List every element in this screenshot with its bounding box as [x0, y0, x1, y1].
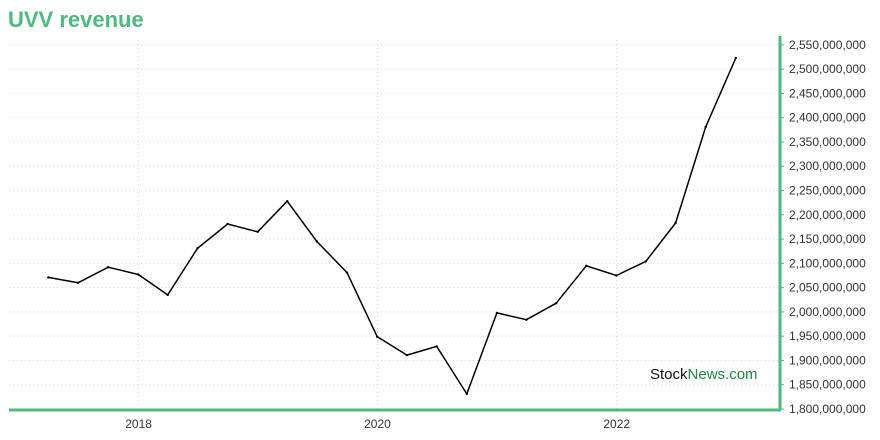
data-point — [315, 240, 319, 243]
y-tick-label: 2,250,000,000 — [789, 184, 866, 198]
y-tick-labels: 1,800,000,000 1,850,000,000 1,900,000,000 1… — [780, 38, 866, 416]
data-point — [286, 200, 289, 203]
data-point — [674, 221, 677, 225]
data-point — [734, 56, 737, 60]
data-point — [226, 222, 229, 226]
data-point — [644, 260, 647, 263]
series-line — [48, 57, 737, 395]
y-tick-label: 2,400,000,000 — [789, 111, 866, 125]
y-tick-label: 2,100,000,000 — [789, 256, 866, 270]
chart-title: UVV revenue — [8, 7, 144, 32]
data-point — [435, 345, 438, 348]
y-tick-label: 1,900,000,000 — [789, 353, 866, 367]
data-point — [107, 266, 110, 269]
data-point — [196, 247, 199, 250]
data-point — [525, 318, 528, 321]
y-tick-label: 2,000,000,000 — [789, 305, 866, 319]
data-point — [376, 335, 379, 338]
data-point — [555, 302, 558, 305]
watermark-stock: Stock — [650, 366, 688, 383]
data-point — [495, 311, 499, 315]
data-point — [615, 274, 618, 277]
x-tick-label: 2020 — [364, 417, 391, 431]
data-point — [704, 125, 707, 129]
data-point — [76, 281, 80, 284]
watermark-dotcom: .com — [725, 366, 758, 383]
y-tick-label: 2,150,000,000 — [789, 232, 866, 246]
series-group — [47, 56, 737, 396]
data-point — [256, 230, 259, 233]
data-point — [166, 293, 169, 297]
watermark-news: News — [688, 366, 726, 383]
data-point — [47, 276, 50, 279]
axes — [9, 36, 782, 412]
watermark: StockNews.com — [650, 366, 758, 383]
x-tick-label: 2022 — [603, 417, 630, 431]
y-tick-label: 1,950,000,000 — [789, 329, 866, 343]
x-tick-label: 2018 — [125, 417, 152, 431]
grid-lines — [9, 40, 780, 410]
data-point — [585, 264, 588, 267]
y-tick-label: 1,850,000,000 — [789, 378, 866, 392]
x-tick-labels: 2018 2020 2022 — [125, 417, 630, 431]
y-tick-label: 1,800,000,000 — [789, 402, 866, 416]
data-point — [137, 273, 140, 276]
y-tick-label: 2,200,000,000 — [789, 208, 866, 222]
y-tick-label: 2,350,000,000 — [789, 135, 866, 149]
data-point — [405, 353, 409, 357]
data-point — [345, 271, 349, 274]
y-tick-label: 2,050,000,000 — [789, 281, 866, 295]
data-point — [465, 392, 468, 396]
y-tick-label: 2,550,000,000 — [789, 38, 866, 52]
y-tick-label: 2,500,000,000 — [789, 62, 866, 76]
y-tick-label: 2,450,000,000 — [789, 86, 866, 100]
y-tick-label: 2,300,000,000 — [789, 159, 866, 173]
